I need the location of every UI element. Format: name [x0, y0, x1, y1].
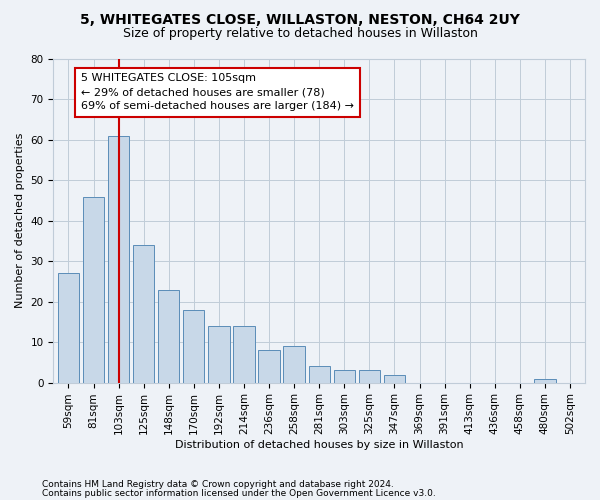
Bar [158, 290, 179, 382]
Text: 5 WHITEGATES CLOSE: 105sqm
← 29% of detached houses are smaller (78)
69% of semi: 5 WHITEGATES CLOSE: 105sqm ← 29% of deta… [81, 73, 354, 111]
Bar [359, 370, 380, 382]
Bar [108, 136, 129, 382]
Bar [283, 346, 305, 383]
X-axis label: Distribution of detached houses by size in Willaston: Distribution of detached houses by size … [175, 440, 464, 450]
Bar [334, 370, 355, 382]
Bar [308, 366, 330, 382]
Bar [208, 326, 230, 382]
Text: Contains public sector information licensed under the Open Government Licence v3: Contains public sector information licen… [42, 488, 436, 498]
Bar [233, 326, 254, 382]
Text: Contains HM Land Registry data © Crown copyright and database right 2024.: Contains HM Land Registry data © Crown c… [42, 480, 394, 489]
Bar [384, 374, 405, 382]
Text: 5, WHITEGATES CLOSE, WILLASTON, NESTON, CH64 2UY: 5, WHITEGATES CLOSE, WILLASTON, NESTON, … [80, 12, 520, 26]
Bar [133, 245, 154, 382]
Bar [83, 196, 104, 382]
Bar [58, 274, 79, 382]
Bar [534, 378, 556, 382]
Bar [183, 310, 205, 382]
Bar [259, 350, 280, 382]
Y-axis label: Number of detached properties: Number of detached properties [15, 133, 25, 308]
Text: Size of property relative to detached houses in Willaston: Size of property relative to detached ho… [122, 28, 478, 40]
